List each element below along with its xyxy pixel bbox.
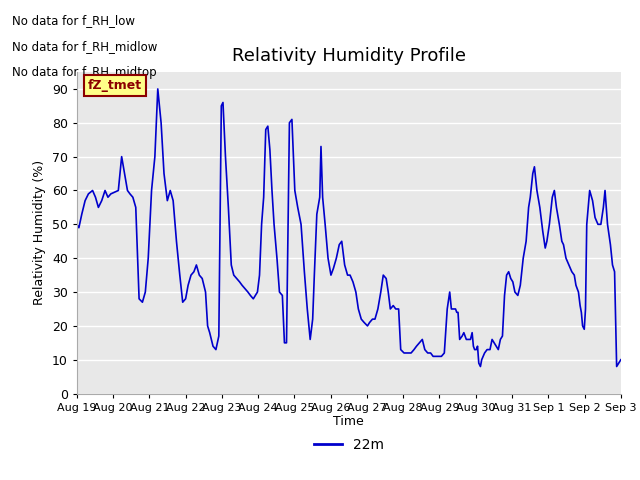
Text: No data for f_RH_midlow: No data for f_RH_midlow: [12, 40, 157, 53]
Text: fZ_tmet: fZ_tmet: [88, 79, 142, 92]
Title: Relativity Humidity Profile: Relativity Humidity Profile: [232, 47, 466, 65]
X-axis label: Time: Time: [333, 415, 364, 429]
Text: No data for f_RH_midtop: No data for f_RH_midtop: [12, 66, 156, 79]
Legend: 22m: 22m: [308, 432, 389, 457]
Text: No data for f_RH_low: No data for f_RH_low: [12, 14, 134, 27]
Y-axis label: Relativity Humidity (%): Relativity Humidity (%): [33, 160, 46, 305]
